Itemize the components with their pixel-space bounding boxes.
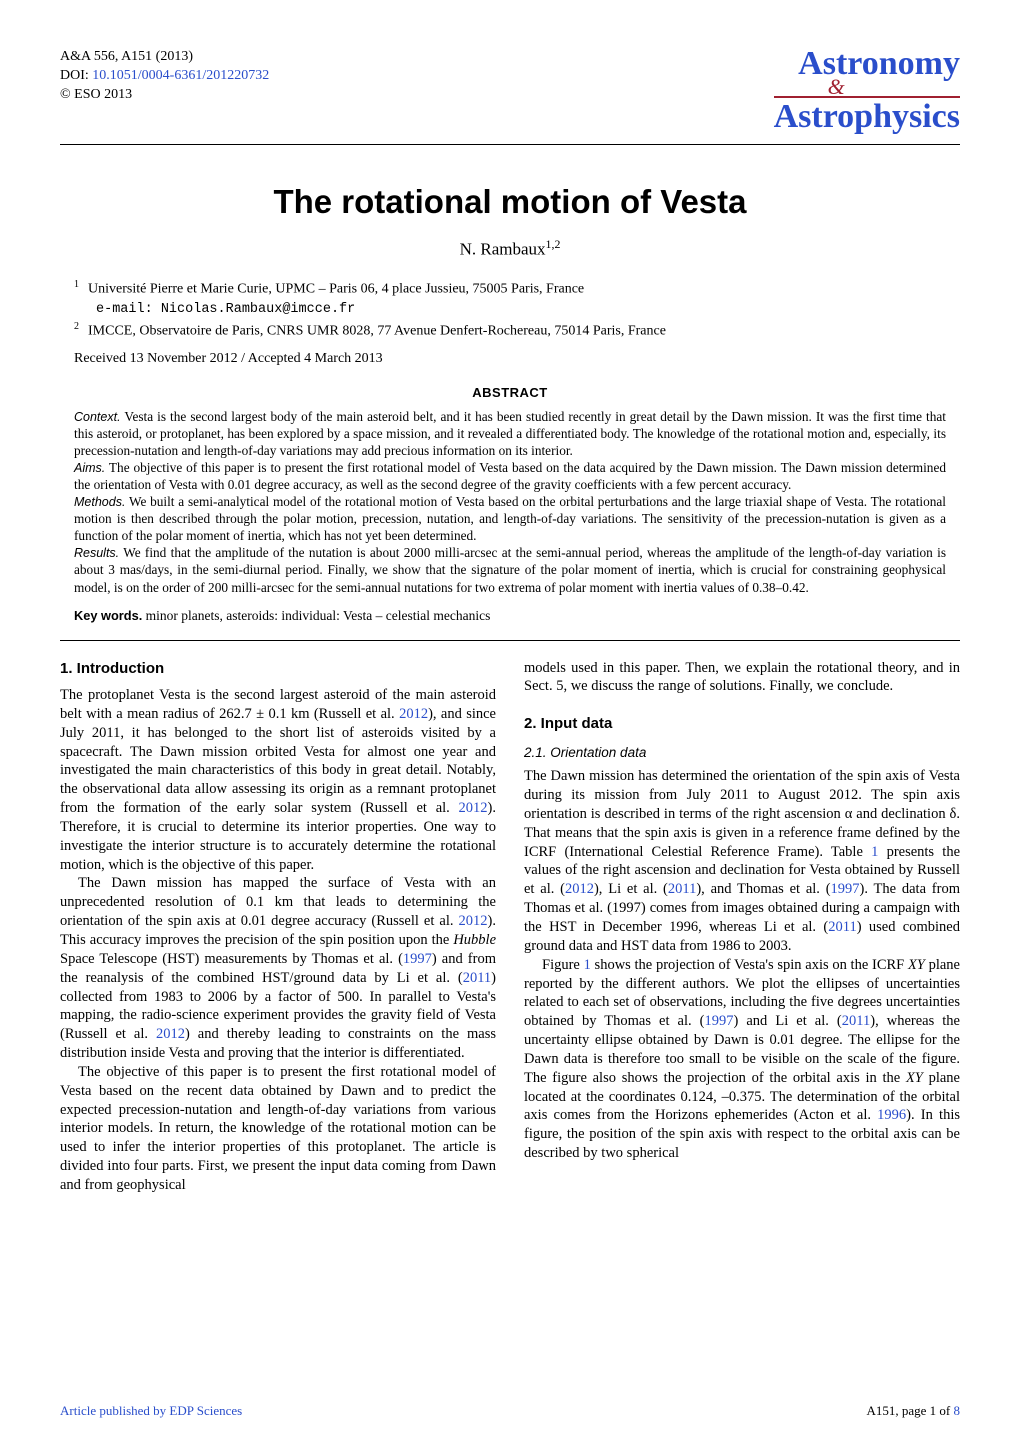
abstract-aims: Aims. The objective of this paper is to … — [74, 459, 946, 493]
ref-russell-2012e[interactable]: 2012 — [565, 881, 594, 897]
header-left: A&A 556, A151 (2013) DOI: 10.1051/0004-6… — [60, 48, 269, 105]
abstract-context: Context. Vesta is the second largest bod… — [74, 408, 946, 459]
page-header: A&A 556, A151 (2013) DOI: 10.1051/0004-6… — [60, 48, 960, 136]
author-name: N. Rambaux — [460, 240, 546, 259]
page-footer: Article published by EDP Sciences A151, … — [60, 1403, 960, 1419]
ref-russell-2012d[interactable]: 2012 — [156, 1026, 185, 1042]
keywords-label: Key words. — [74, 608, 142, 623]
intro-p2: The Dawn mission has mapped the surface … — [60, 874, 496, 1062]
ref-figure-1[interactable]: 1 — [584, 957, 591, 973]
ref-li-2011b[interactable]: 2011 — [668, 881, 696, 897]
author-affiliation-sup: 1,2 — [546, 237, 561, 251]
received-accepted: Received 13 November 2012 / Accepted 4 M… — [74, 351, 960, 367]
methods-text: We built a semi-analytical model of the … — [74, 494, 946, 543]
ref-russell-2012a[interactable]: 2012 — [399, 706, 428, 722]
abstract-results: Results. We find that the amplitude of t… — [74, 544, 946, 595]
journal-reference: A&A 556, A151 (2013) — [60, 48, 269, 67]
author-email[interactable]: Nicolas.Rambaux@imcce.fr — [161, 302, 355, 317]
author-email-line: e-mail: Nicolas.Rambaux@imcce.fr — [96, 301, 960, 320]
section-1-heading: 1. Introduction — [60, 659, 496, 679]
ref-russell-2012c[interactable]: 2012 — [459, 913, 488, 929]
ref-thomas-1997a[interactable]: 1997 — [403, 951, 432, 967]
copyright: © ESO 2013 — [60, 86, 269, 105]
doi-line: DOI: 10.1051/0004-6361/201220732 — [60, 67, 269, 86]
footer-page-number: A151, page 1 of 8 — [866, 1403, 960, 1419]
keywords-text: minor planets, asteroids: individual: Ve… — [142, 608, 490, 623]
aims-text: The objective of this paper is to presen… — [74, 460, 946, 492]
aims-label: Aims. — [74, 461, 105, 475]
body-columns: 1. Introduction The protoplanet Vesta is… — [60, 659, 960, 1195]
abstract-methods: Methods. We built a semi-analytical mode… — [74, 493, 946, 544]
keywords-line: Key words. minor planets, asteroids: ind… — [74, 608, 946, 624]
section-2-heading: 2. Input data — [524, 714, 960, 734]
ref-li-2011d[interactable]: 2011 — [842, 1013, 870, 1029]
ref-thomas-1997b[interactable]: 1997 — [831, 881, 860, 897]
right-column: models used in this paper. Then, we expl… — [524, 659, 960, 1195]
xy-italic-2: XY — [906, 1070, 923, 1086]
methods-label: Methods. — [74, 495, 125, 509]
hubble-italic: Hubble — [453, 932, 496, 948]
affiliation-1-text: Université Pierre et Marie Curie, UPMC –… — [88, 282, 584, 297]
affiliation-1-num: 1 — [74, 278, 88, 292]
footer-total-pages-link[interactable]: 8 — [954, 1403, 961, 1418]
affiliation-2-num: 2 — [74, 320, 88, 334]
doi-prefix: DOI: — [60, 68, 92, 83]
affiliation-1: 1Université Pierre et Marie Curie, UPMC … — [74, 278, 960, 299]
intro-p3: The objective of this paper is to presen… — [60, 1063, 496, 1195]
results-text: We find that the amplitude of the nutati… — [74, 545, 946, 594]
email-prefix: e-mail: — [96, 302, 161, 317]
journal-logo: Astronomy & Astrophysics — [774, 48, 960, 136]
ref-thomas-1997c[interactable]: 1997 — [705, 1013, 734, 1029]
logo-astronomy: Astronomy — [774, 48, 960, 80]
ref-li-2011a[interactable]: 2011 — [463, 970, 491, 986]
affiliations-block: 1Université Pierre et Marie Curie, UPMC … — [74, 278, 960, 341]
ref-acton-1996[interactable]: 1996 — [877, 1107, 906, 1123]
s21-p2: Figure 1 shows the projection of Vesta's… — [524, 956, 960, 1163]
affiliation-2: 2IMCCE, Observatoire de Paris, CNRS UMR … — [74, 320, 960, 341]
context-text: Vesta is the second largest body of the … — [74, 409, 946, 458]
footer-publisher-link[interactable]: Article published by EDP Sciences — [60, 1403, 242, 1419]
context-label: Context. — [74, 410, 121, 424]
abstract-body: Context. Vesta is the second largest bod… — [74, 408, 946, 595]
ref-li-2011c[interactable]: 2011 — [828, 919, 856, 935]
logo-ampersand: & — [828, 74, 845, 100]
affiliation-2-text: IMCCE, Observatoire de Paris, CNRS UMR 8… — [88, 324, 666, 339]
intro-p4-continuation: models used in this paper. Then, we expl… — [524, 659, 960, 697]
results-label: Results. — [74, 546, 119, 560]
logo-astrophysics: Astrophysics — [774, 96, 960, 136]
doi-link[interactable]: 10.1051/0004-6361/201220732 — [92, 68, 269, 83]
paper-title: The rotational motion of Vesta — [60, 183, 960, 221]
xy-italic-1: XY — [908, 957, 925, 973]
ref-russell-2012b[interactable]: 2012 — [459, 800, 488, 816]
s21-p1: The Dawn mission has determined the orie… — [524, 767, 960, 955]
authors: N. Rambaux1,2 — [60, 237, 960, 260]
left-column: 1. Introduction The protoplanet Vesta is… — [60, 659, 496, 1195]
intro-p1: The protoplanet Vesta is the second larg… — [60, 686, 496, 874]
header-rule — [60, 144, 960, 145]
subsection-2-1-heading: 2.1. Orientation data — [524, 744, 960, 762]
abstract-header: ABSTRACT — [60, 385, 960, 400]
abstract-rule — [60, 640, 960, 641]
